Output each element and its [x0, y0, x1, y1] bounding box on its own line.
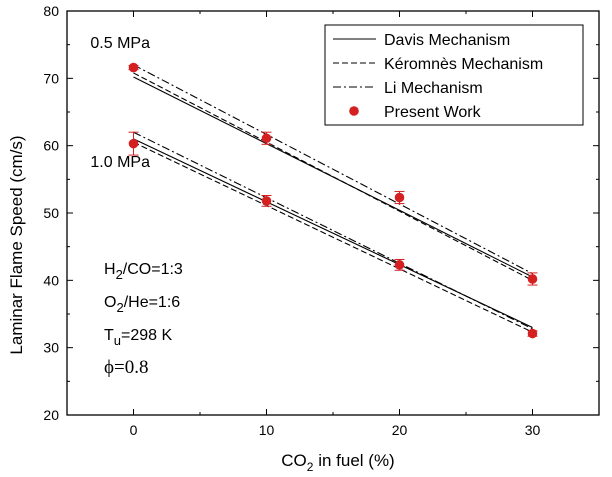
x-axis-ticks: 0 10 20 30	[66, 11, 600, 438]
condition-main: ϕ=0.8	[104, 357, 148, 378]
data-point-1-0-mpa	[261, 194, 272, 207]
legend-label: Davis Mechanism	[384, 32, 510, 49]
condition-rest: =298 K	[121, 327, 172, 344]
conditions-annotation: H2/CO=1:3O2/He=1:6Tu=298 Kϕ=0.8	[104, 261, 183, 378]
data-point-1-0-mpa	[394, 258, 405, 271]
x-axis-label: CO2 in fuel (%)	[281, 451, 394, 474]
data-point-0-5-mpa	[128, 62, 139, 73]
condition-rest: /CO=1:3	[123, 261, 183, 278]
y-tick-label: 70	[43, 70, 59, 86]
x-tick-label: 0	[130, 422, 138, 438]
y-tick-label: 40	[43, 272, 59, 288]
legend: Davis Mechanism Kéromnès Mechanism Li Mech…	[324, 24, 584, 126]
data-point-0-5-mpa	[261, 131, 272, 145]
legend-entry-davis-mechanism: Davis Mechanism	[333, 32, 510, 49]
condition-rest: /He=1:6	[124, 294, 181, 311]
y-tick-label: 60	[43, 138, 59, 154]
legend-entry-li-mechanism: Li Mechanism	[333, 80, 483, 97]
series-line-davis-mechanism-1-0-mpa	[133, 138, 533, 328]
series-line-li-mechanism-1-0-mpa	[133, 131, 533, 330]
x-tick-label: 20	[392, 422, 408, 438]
x-tick-label: 30	[525, 422, 541, 438]
x-axis-label-main: CO	[281, 451, 307, 470]
pressure-label: 0.5 MPa	[90, 35, 150, 52]
data-marker	[261, 196, 272, 206]
condition-line: H2/CO=1:3	[104, 261, 183, 282]
data-marker	[527, 328, 538, 339]
y-tick-label: 80	[43, 3, 59, 19]
data-marker	[527, 274, 538, 284]
legend-marker	[349, 106, 359, 116]
condition-main: H	[104, 261, 116, 278]
pressure-labels: 0.5 MPa 1.0 MPa	[90, 35, 150, 171]
series-line-davis-mechanism-0-5-mpa	[133, 76, 533, 278]
legend-box	[324, 24, 584, 126]
condition-line: ϕ=0.8	[104, 357, 148, 378]
y-tick-label: 30	[43, 340, 59, 356]
condition-sub: 2	[116, 267, 123, 282]
legend-entry-present-work: Present Work	[349, 104, 482, 121]
y-axis-label: Laminar Flame Speed (cm/s)	[7, 135, 26, 354]
legend-label: Kéromnès Mechanism	[384, 56, 543, 73]
series-lines	[133, 64, 533, 333]
condition-sub: u	[114, 333, 121, 348]
condition-line: O2/He=1:6	[104, 294, 180, 315]
pressure-label: 1.0 MPa	[90, 154, 150, 171]
data-marker	[128, 138, 139, 149]
series-line-k-romn-s-mechanism-0-5-mpa	[133, 72, 533, 281]
y-axis-ticks: 20 30 40 50 60 70 80	[43, 3, 599, 423]
legend-label: Present Work	[384, 104, 482, 121]
y-tick-label: 20	[43, 407, 59, 423]
condition-main: O	[104, 294, 116, 311]
x-axis-label-rest: in fuel (%)	[313, 451, 394, 470]
series-line-k-romn-s-mechanism-1-0-mpa	[133, 141, 533, 333]
data-point-1-0-mpa	[128, 131, 139, 156]
y-tick-label: 50	[43, 205, 59, 221]
data-marker	[394, 260, 405, 270]
condition-main: T	[104, 327, 114, 344]
condition-line: Tu=298 K	[104, 327, 173, 348]
data-points	[128, 62, 538, 339]
legend-entry-k-romn-s-mechanism: Kéromnès Mechanism	[333, 56, 543, 73]
x-axis-label-sub: 2	[307, 460, 314, 474]
condition-sub: 2	[116, 300, 123, 315]
series-line-li-mechanism-0-5-mpa	[133, 64, 533, 275]
data-point-0-5-mpa	[394, 190, 405, 205]
data-point-1-0-mpa	[527, 328, 538, 339]
data-marker	[128, 62, 139, 73]
legend-label: Li Mechanism	[384, 80, 483, 97]
x-tick-label: 10	[259, 422, 275, 438]
data-marker	[394, 192, 405, 203]
data-marker	[261, 133, 272, 144]
data-point-0-5-mpa	[527, 272, 538, 286]
